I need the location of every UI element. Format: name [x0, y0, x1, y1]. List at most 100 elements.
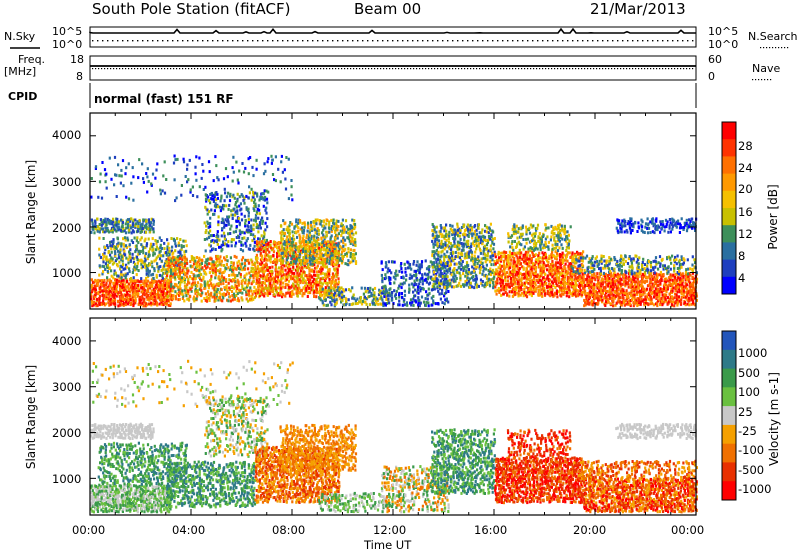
scatter-cell: [542, 261, 545, 265]
scatter-cell: [111, 242, 115, 246]
scatter-cell: [187, 289, 190, 293]
scatter-cell: [143, 260, 146, 264]
scatter-cell: [467, 268, 470, 271]
scatter-cell: [212, 283, 215, 287]
vel-cb-tick-25: 25: [738, 405, 753, 419]
scatter-cell: [454, 237, 457, 241]
scatter-cell: [458, 256, 461, 260]
scatter-cell: [260, 290, 263, 294]
scatter-cell: [141, 265, 145, 269]
scatter-cell: [209, 197, 212, 201]
scatter-cell: [437, 289, 440, 293]
scatter-cell: [260, 243, 263, 247]
scatter-cell: [297, 263, 300, 267]
scatter-cell: [310, 220, 313, 224]
scatter-cell: [219, 209, 222, 213]
scatter-cell: [216, 288, 219, 292]
scatter-cell: [574, 274, 577, 278]
xtick-0000: 00:00: [72, 523, 106, 537]
scatter-cell: [286, 225, 289, 229]
scatter-cell: [143, 281, 146, 285]
scatter-cell: [155, 301, 158, 305]
scatter-cell: [285, 253, 288, 257]
scatter-cell: [487, 234, 491, 238]
scatter-cell: [134, 279, 137, 283]
scatter-cell: [279, 231, 282, 235]
scatter-cell: [342, 294, 346, 298]
scatter-cell: [109, 283, 112, 287]
scatter-cell: [148, 269, 151, 273]
power-cb-tick-20: 20: [738, 182, 753, 196]
scatter-cell: [109, 285, 112, 289]
scatter-cell: [168, 250, 171, 253]
scatter-cell: [290, 222, 294, 226]
scatter-cell: [156, 289, 160, 293]
scatter-cell: [455, 262, 458, 266]
scatter-cell: [337, 251, 340, 255]
scatter-cell: [548, 282, 551, 286]
scatter-cell: [261, 254, 264, 258]
scatter-cell: [140, 236, 143, 240]
scatter-cell: [445, 223, 448, 227]
scatter-cell: [171, 262, 174, 265]
scatter-cell: [311, 284, 315, 288]
scatter-cell: [120, 258, 123, 262]
scatter-cell: [272, 250, 276, 254]
scatter-cell: [207, 286, 210, 290]
scatter-cell: [177, 241, 180, 245]
scatter-cell: [262, 243, 266, 247]
scatter-cell: [146, 265, 149, 269]
scatter-cell: [131, 252, 134, 256]
scatter-cell: [96, 229, 99, 233]
scatter-cell: [228, 268, 231, 272]
scatter-cell: [279, 282, 282, 286]
scatter-cell: [147, 290, 150, 294]
scatter-cell: [258, 208, 261, 212]
scatter-cell: [117, 241, 120, 245]
scatter-cell: [184, 239, 187, 243]
scatter-cell: [222, 231, 226, 235]
scatter-cell: [556, 252, 559, 255]
scatter-cell: [264, 275, 267, 279]
scatter-cell: [94, 288, 97, 292]
scatter-cell: [233, 297, 236, 301]
scatter-cell: [443, 269, 446, 273]
xtick-2000: 20:00: [573, 523, 607, 537]
scatter-cell: [311, 250, 314, 254]
scatter-cell: [257, 226, 260, 230]
scatter-cell: [277, 241, 280, 244]
scatter-cell: [111, 257, 114, 261]
scatter-cell: [287, 285, 291, 289]
scatter-cell: [449, 282, 452, 285]
scatter-cell: [552, 284, 555, 288]
scatter-cell: [284, 286, 287, 289]
scatter-cell: [244, 224, 247, 228]
scatter-cell: [216, 259, 219, 263]
scatter-cell: [208, 243, 211, 247]
scatter-cell: [241, 230, 244, 234]
scatter-cell: [524, 250, 528, 254]
scatter-cell: [101, 289, 104, 293]
scatter-cell: [154, 298, 157, 302]
scatter-cell: [254, 240, 257, 244]
scatter-cell: [146, 257, 149, 261]
scatter-cell: [231, 265, 234, 269]
scatter-cell: [232, 263, 235, 267]
scatter-cell: [163, 278, 166, 282]
scatter-cell: [128, 270, 131, 274]
scatter-cell: [147, 293, 150, 297]
scatter-cell: [330, 252, 333, 255]
scatter-cell: [466, 223, 469, 227]
scatter-cell: [169, 278, 172, 282]
scatter-cell: [115, 220, 118, 224]
scatter-cell: [448, 278, 451, 282]
scatter-cell: [149, 295, 153, 299]
scatter-cell: [315, 254, 318, 258]
scatter-cell: [129, 248, 132, 252]
scatter-cell: [428, 265, 431, 268]
scatter-cell: [244, 241, 247, 245]
scatter-cell: [278, 293, 281, 297]
scatter-cell: [160, 268, 163, 272]
scatter-cell: [415, 263, 418, 267]
scatter-cell: [172, 237, 175, 241]
